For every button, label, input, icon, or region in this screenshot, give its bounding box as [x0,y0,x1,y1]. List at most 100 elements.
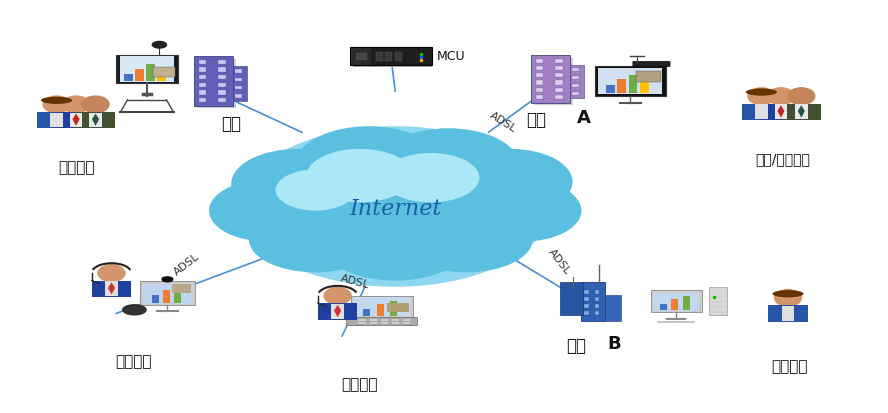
FancyBboxPatch shape [671,299,678,311]
FancyBboxPatch shape [595,304,599,308]
FancyBboxPatch shape [403,322,410,324]
FancyBboxPatch shape [218,90,226,95]
FancyBboxPatch shape [535,73,543,77]
Ellipse shape [773,290,804,297]
Ellipse shape [324,211,466,280]
FancyBboxPatch shape [218,98,226,102]
Ellipse shape [209,180,324,242]
Polygon shape [777,105,784,118]
FancyBboxPatch shape [377,304,384,316]
FancyBboxPatch shape [90,113,102,128]
Text: 应聘人员: 应聘人员 [115,355,152,370]
FancyBboxPatch shape [782,299,793,308]
Ellipse shape [82,95,110,114]
FancyBboxPatch shape [353,49,432,66]
FancyBboxPatch shape [152,295,159,303]
Text: ADSL: ADSL [488,110,519,134]
Circle shape [153,41,166,48]
FancyBboxPatch shape [120,56,174,82]
FancyBboxPatch shape [606,85,614,93]
FancyBboxPatch shape [617,79,626,93]
FancyBboxPatch shape [555,81,563,85]
FancyBboxPatch shape [194,56,233,106]
FancyBboxPatch shape [395,52,402,61]
FancyBboxPatch shape [385,52,392,61]
FancyBboxPatch shape [157,71,166,81]
Text: ADSL: ADSL [172,251,202,277]
FancyBboxPatch shape [584,304,590,308]
Text: 招聘人员: 招聘人员 [772,360,808,375]
FancyBboxPatch shape [595,311,599,315]
FancyBboxPatch shape [154,67,175,77]
FancyBboxPatch shape [640,82,649,93]
Polygon shape [73,114,80,126]
FancyBboxPatch shape [606,295,622,321]
FancyBboxPatch shape [318,303,357,320]
FancyBboxPatch shape [535,81,543,85]
Polygon shape [92,114,99,126]
FancyBboxPatch shape [71,106,82,114]
FancyBboxPatch shape [163,277,172,281]
FancyBboxPatch shape [331,304,344,319]
Ellipse shape [306,149,413,202]
FancyBboxPatch shape [796,98,806,106]
FancyBboxPatch shape [572,84,579,87]
FancyBboxPatch shape [218,83,226,87]
FancyBboxPatch shape [761,104,800,120]
FancyBboxPatch shape [174,287,181,303]
FancyBboxPatch shape [199,83,206,87]
FancyBboxPatch shape [660,304,667,311]
FancyBboxPatch shape [52,106,62,114]
FancyBboxPatch shape [51,113,63,128]
Text: B: B [607,335,621,354]
FancyBboxPatch shape [369,319,377,321]
FancyBboxPatch shape [199,98,206,102]
Ellipse shape [766,87,795,105]
FancyBboxPatch shape [381,322,388,324]
Ellipse shape [275,169,355,211]
FancyBboxPatch shape [768,305,807,322]
FancyBboxPatch shape [795,104,807,119]
Ellipse shape [43,95,71,114]
Ellipse shape [787,87,815,105]
FancyBboxPatch shape [235,86,242,89]
FancyBboxPatch shape [781,306,794,321]
Ellipse shape [323,287,352,305]
FancyBboxPatch shape [37,112,76,128]
FancyBboxPatch shape [555,88,563,92]
FancyBboxPatch shape [555,95,563,99]
FancyBboxPatch shape [350,47,432,65]
FancyBboxPatch shape [535,88,543,92]
FancyBboxPatch shape [584,290,590,294]
FancyBboxPatch shape [196,59,235,108]
FancyBboxPatch shape [332,297,343,306]
Text: 应聘人员: 应聘人员 [342,377,378,392]
FancyBboxPatch shape [403,319,410,321]
Ellipse shape [369,151,528,237]
FancyBboxPatch shape [91,106,101,114]
Ellipse shape [448,149,573,215]
Text: ADSL: ADSL [546,247,572,277]
FancyBboxPatch shape [70,113,83,128]
Text: 分部: 分部 [566,337,586,356]
Ellipse shape [231,149,364,219]
FancyBboxPatch shape [595,290,599,294]
Text: 分部: 分部 [526,111,546,129]
FancyBboxPatch shape [683,296,690,311]
FancyBboxPatch shape [534,58,573,105]
FancyBboxPatch shape [107,275,117,283]
FancyBboxPatch shape [775,98,786,106]
Ellipse shape [293,126,444,209]
FancyBboxPatch shape [76,112,115,128]
FancyBboxPatch shape [381,319,388,321]
FancyBboxPatch shape [235,94,242,98]
FancyBboxPatch shape [535,59,543,63]
FancyBboxPatch shape [741,104,781,120]
FancyBboxPatch shape [710,287,727,315]
FancyBboxPatch shape [171,284,191,293]
FancyBboxPatch shape [595,297,599,301]
FancyBboxPatch shape [599,68,662,94]
Ellipse shape [235,161,377,235]
Ellipse shape [240,126,551,287]
FancyBboxPatch shape [135,69,144,81]
